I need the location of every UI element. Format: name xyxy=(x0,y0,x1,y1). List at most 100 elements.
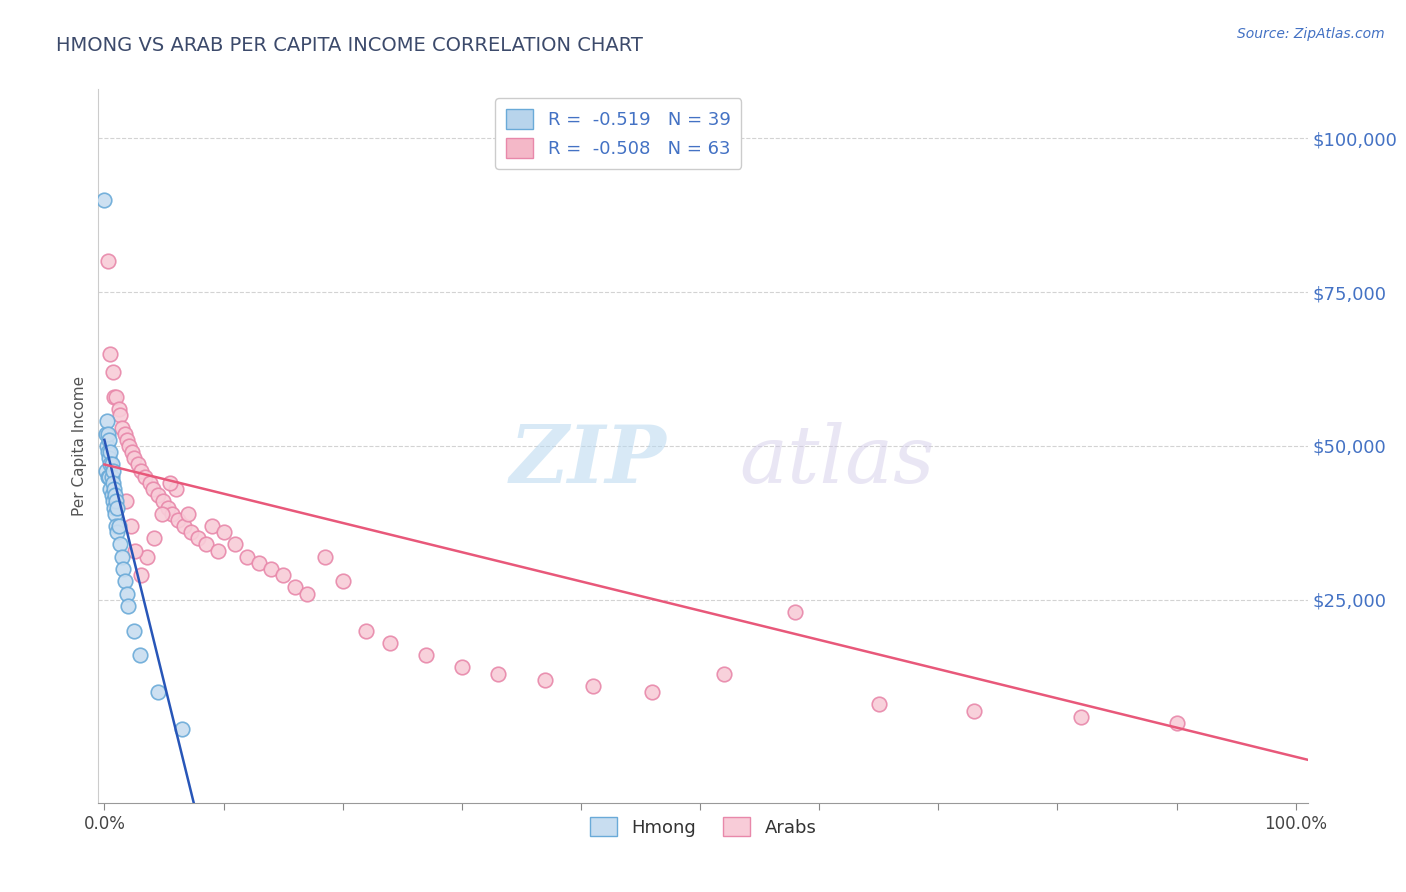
Point xyxy=(170,722,193,736)
Point xyxy=(98,482,121,496)
Point xyxy=(138,475,160,490)
Point xyxy=(127,458,149,472)
Point xyxy=(136,549,159,564)
Point xyxy=(98,469,121,483)
Point xyxy=(107,519,129,533)
Point xyxy=(247,556,270,570)
Point xyxy=(115,433,138,447)
Point xyxy=(143,531,166,545)
Text: atlas: atlas xyxy=(740,422,935,499)
Point xyxy=(224,537,246,551)
Point xyxy=(114,426,136,441)
Point xyxy=(1166,715,1188,730)
Point xyxy=(98,445,121,459)
Point xyxy=(134,469,156,483)
Point xyxy=(112,562,135,576)
Point xyxy=(122,451,145,466)
Point xyxy=(156,500,179,515)
Point xyxy=(105,519,128,533)
Point xyxy=(314,549,336,564)
Point xyxy=(98,433,121,447)
Point xyxy=(97,445,120,459)
Point xyxy=(98,458,121,472)
Point xyxy=(98,451,121,466)
Point xyxy=(415,648,437,662)
Point xyxy=(96,439,118,453)
Point xyxy=(641,685,664,699)
Point xyxy=(100,458,122,472)
Point xyxy=(152,494,174,508)
Point xyxy=(785,605,807,619)
Point xyxy=(96,414,118,428)
Point xyxy=(332,574,354,589)
Point xyxy=(111,549,134,564)
Point xyxy=(142,482,165,496)
Point xyxy=(100,488,122,502)
Point xyxy=(114,574,136,589)
Point xyxy=(173,519,195,533)
Point xyxy=(167,513,190,527)
Point xyxy=(114,494,136,508)
Point xyxy=(94,426,117,441)
Point xyxy=(108,409,131,423)
Point xyxy=(97,426,120,441)
Point xyxy=(165,482,187,496)
Point xyxy=(212,525,235,540)
Point xyxy=(104,488,127,502)
Point xyxy=(868,698,890,712)
Point xyxy=(94,464,117,478)
Point xyxy=(236,549,259,564)
Point xyxy=(187,531,209,545)
Point xyxy=(104,507,127,521)
Point xyxy=(271,568,294,582)
Point xyxy=(450,660,472,674)
Point xyxy=(200,519,222,533)
Point xyxy=(103,500,125,515)
Point xyxy=(107,402,129,417)
Point xyxy=(295,587,318,601)
Point xyxy=(284,581,307,595)
Text: ZIP: ZIP xyxy=(510,422,666,499)
Point xyxy=(93,193,115,207)
Point xyxy=(356,624,378,638)
Point xyxy=(101,464,124,478)
Point xyxy=(146,685,169,699)
Point xyxy=(713,666,735,681)
Point xyxy=(150,507,173,521)
Point xyxy=(1070,709,1092,723)
Point xyxy=(582,679,605,693)
Point xyxy=(108,537,131,551)
Point xyxy=(97,254,120,268)
Legend: Hmong, Arabs: Hmong, Arabs xyxy=(582,809,824,844)
Point xyxy=(180,525,202,540)
Point xyxy=(101,494,124,508)
Point xyxy=(107,500,129,515)
Point xyxy=(260,562,283,576)
Point xyxy=(131,464,153,478)
Point xyxy=(118,439,141,453)
Point xyxy=(380,636,402,650)
Text: HMONG VS ARAB PER CAPITA INCOME CORRELATION CHART: HMONG VS ARAB PER CAPITA INCOME CORRELAT… xyxy=(56,36,643,54)
Point xyxy=(162,507,184,521)
Text: Source: ZipAtlas.com: Source: ZipAtlas.com xyxy=(1237,27,1385,41)
Point xyxy=(963,704,986,718)
Point xyxy=(159,475,181,490)
Point xyxy=(146,488,169,502)
Point xyxy=(534,673,557,687)
Point xyxy=(122,624,145,638)
Point xyxy=(194,537,217,551)
Point xyxy=(107,525,129,540)
Point xyxy=(97,469,120,483)
Point xyxy=(121,445,143,459)
Point xyxy=(120,519,142,533)
Point xyxy=(486,666,509,681)
Point xyxy=(103,390,125,404)
Point xyxy=(100,469,122,483)
Point xyxy=(103,482,125,496)
Point xyxy=(207,543,229,558)
Point xyxy=(101,365,124,379)
Point xyxy=(129,648,152,662)
Point xyxy=(105,494,128,508)
Point xyxy=(177,507,200,521)
Point xyxy=(115,587,138,601)
